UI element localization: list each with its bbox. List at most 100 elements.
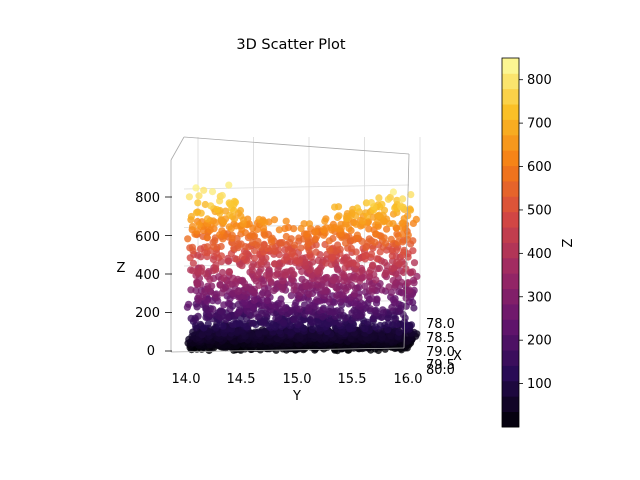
scatter-point <box>342 239 350 247</box>
scatter-point <box>254 237 262 245</box>
z-tick-label: 800 <box>135 191 160 206</box>
scatter-point <box>383 225 391 233</box>
scatter-point <box>311 228 319 236</box>
scatter-point <box>301 278 309 286</box>
colorbar-tick-label: 100 <box>527 377 552 392</box>
axis-line <box>170 136 185 161</box>
scatter-point <box>286 322 294 330</box>
scatter-point <box>361 252 369 260</box>
scatter-point <box>219 268 227 277</box>
colorbar-band <box>502 119 519 136</box>
colorbar-band <box>502 257 519 274</box>
colorbar-band <box>502 350 519 366</box>
scatter-point <box>187 286 195 294</box>
scatter-point <box>409 237 417 245</box>
colorbar-band <box>502 73 519 90</box>
scatter-point <box>203 215 212 223</box>
scatter-point <box>275 226 283 234</box>
colorbar-band <box>502 165 519 182</box>
scatter-point <box>225 181 233 189</box>
z-axis: 0 200 400 600 800 Z <box>117 191 160 359</box>
scatter-point <box>319 306 327 314</box>
scatter-point <box>262 271 270 279</box>
scatter-point <box>220 301 228 309</box>
x-axis: 78.0 78.5 79.0 79.5 80.0 X <box>426 317 462 378</box>
scatter-point <box>249 238 257 247</box>
scatter-point <box>187 314 195 322</box>
scatter-point <box>410 304 418 312</box>
scatter-point <box>225 223 233 231</box>
scatter-point <box>255 215 263 223</box>
colorbar-band <box>502 104 519 120</box>
colorbar-band <box>502 58 519 74</box>
scatter-point <box>363 318 372 326</box>
scatter-point <box>278 239 286 247</box>
scatter-point <box>194 312 202 320</box>
scatter-point <box>409 247 417 255</box>
scatter-point <box>290 315 298 323</box>
scatter-point <box>399 195 407 203</box>
colorbar-tick-label: 300 <box>527 290 552 305</box>
scatter-point <box>189 267 197 275</box>
scatter-point <box>351 275 359 283</box>
colorbar-ticks: 100 200 300 400 500 600 700 800 <box>519 73 552 392</box>
scatter-point <box>325 245 333 253</box>
scatter-point <box>387 235 395 243</box>
scatter-point <box>212 219 220 227</box>
scatter-point <box>238 262 246 270</box>
scatter-point <box>185 193 193 201</box>
scatter-point <box>321 286 329 294</box>
scatter-point <box>328 253 336 262</box>
colorbar-band <box>502 273 519 290</box>
y-tick-label: 14.0 <box>172 372 201 387</box>
colorbar-band <box>502 380 519 397</box>
z-tick-label: 0 <box>147 344 155 359</box>
scatter-point <box>291 241 299 249</box>
colorbar-tick-label: 200 <box>527 334 552 349</box>
scatter-point <box>283 268 291 276</box>
grid-line <box>183 184 410 190</box>
scatter-point <box>353 231 361 239</box>
scatter-point <box>327 260 335 268</box>
scatter-point <box>233 255 241 263</box>
scatter-point <box>296 305 304 313</box>
colorbar: 100 200 300 400 500 600 700 800 Z <box>501 57 576 428</box>
scatter-point <box>334 241 342 249</box>
scatter-point <box>204 320 212 328</box>
colorbar-frame <box>501 57 520 428</box>
colorbar-tick-label: 800 <box>527 73 552 88</box>
scatter-point <box>402 286 410 294</box>
scatter-point <box>226 200 234 209</box>
scatter-point <box>388 252 396 260</box>
scatter-point <box>342 220 351 228</box>
scatter-point <box>236 206 245 215</box>
scatter-point <box>203 297 211 305</box>
scatter-point <box>393 320 401 329</box>
scatter-point <box>217 242 225 251</box>
scatter-point <box>195 292 203 300</box>
scatter-point <box>193 303 201 311</box>
colorbar-tick-label: 700 <box>527 117 552 132</box>
scatter-point <box>395 328 403 336</box>
scatter-point <box>254 271 262 279</box>
scatter-point <box>250 254 259 262</box>
colorbar-bands <box>502 58 519 428</box>
scatter-point <box>379 306 387 314</box>
axis-line <box>183 136 410 155</box>
scatter-point <box>368 295 376 303</box>
scatter-point <box>224 313 232 321</box>
scatter-point <box>382 239 390 247</box>
axes-3d: 0 200 400 600 800 Z 14.0 14.5 15.0 15.5 … <box>117 136 462 404</box>
scatter-point <box>201 200 209 209</box>
scatter-point <box>248 319 256 327</box>
scatter-point <box>216 281 224 289</box>
scatter-point <box>350 299 358 307</box>
scatter-point <box>308 318 316 327</box>
scatter-point <box>340 270 348 279</box>
y-axis: 14.0 14.5 15.0 15.5 16.0 Y <box>172 372 423 404</box>
scatter-point <box>198 331 206 339</box>
scatter-point <box>282 217 290 225</box>
scatter-point <box>213 206 221 214</box>
scatter-point <box>397 202 405 210</box>
scatter-point <box>359 273 367 281</box>
